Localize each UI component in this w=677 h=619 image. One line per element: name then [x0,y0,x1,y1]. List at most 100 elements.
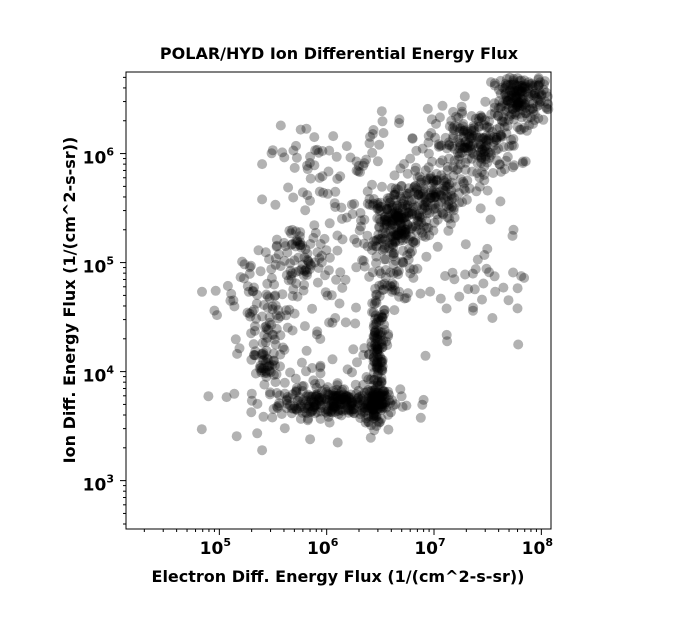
data-point [496,101,507,112]
data-point [472,132,483,143]
data-point [493,110,504,121]
data-point [394,226,405,237]
data-point [284,304,295,315]
data-point [398,226,409,237]
data-point [407,133,418,144]
data-point [438,192,449,203]
data-point [389,189,400,200]
data-point [465,133,476,144]
data-point [293,252,304,263]
data-point [229,388,240,399]
data-point [525,88,536,99]
data-point [267,329,278,340]
data-point [364,138,375,149]
data-point [365,131,376,142]
data-point [397,213,408,224]
data-point [429,192,440,203]
data-point [246,407,257,418]
data-point [518,105,529,116]
data-point [508,86,519,97]
data-point [418,394,429,405]
data-point [368,307,379,318]
data-point [279,423,290,434]
data-point [330,313,341,323]
data-point [421,196,431,207]
data-point [316,392,326,403]
data-point [339,399,350,410]
data-point [373,312,384,323]
data-point [430,203,441,214]
data-point [258,354,269,365]
data-point [441,303,452,314]
data-point [502,151,513,162]
data-point [374,291,385,302]
data-point [376,336,387,347]
data-point [255,360,266,371]
data-point [508,140,519,151]
data-point [386,231,397,242]
data-point [376,401,387,412]
data-point [509,108,520,119]
data-point [507,79,518,90]
data-point [459,91,470,102]
data-point [390,230,401,241]
data-point [250,346,261,357]
data-point [246,388,257,399]
data-point [505,86,516,97]
data-point [369,390,380,400]
data-point [368,331,379,342]
data-point [311,329,322,340]
data-point [294,266,304,276]
data-point [467,268,478,279]
data-point [384,395,394,406]
data-point [427,156,437,167]
data-point [476,152,487,163]
data-point [298,270,309,281]
data-point [306,394,317,405]
data-point [212,310,222,321]
data-point [246,354,257,365]
data-point [369,356,380,367]
data-point [493,143,504,154]
data-point [287,389,298,400]
data-point [463,137,474,148]
data-point [303,391,314,402]
data-point [494,159,505,170]
data-point [460,164,471,175]
data-point [369,385,380,396]
data-point [459,126,470,136]
data-point [392,184,403,195]
data-point [261,289,272,300]
data-point [381,397,391,407]
data-point [440,185,450,196]
data-point [387,239,398,250]
data-point [312,144,323,155]
data-point [468,125,479,136]
data-point [385,226,396,236]
data-point [239,259,250,270]
data-point [273,313,284,324]
data-point [533,80,544,91]
data-point [267,360,278,370]
data-point [261,324,272,334]
data-point [261,321,272,332]
data-point [510,88,521,99]
data-point [464,131,475,142]
data-point [288,284,299,295]
data-point [399,195,409,206]
data-point [442,336,453,347]
data-point [372,340,383,351]
data-point [343,407,354,418]
data-point [513,85,524,95]
data-point [267,304,278,315]
data-point [383,424,394,435]
data-point [290,236,301,247]
data-point [371,363,382,373]
data-point [365,400,376,411]
data-point [511,110,522,120]
data-point [426,114,437,125]
data-point [398,257,409,268]
data-point [340,274,351,285]
data-point [382,204,393,215]
data-point [394,291,405,302]
